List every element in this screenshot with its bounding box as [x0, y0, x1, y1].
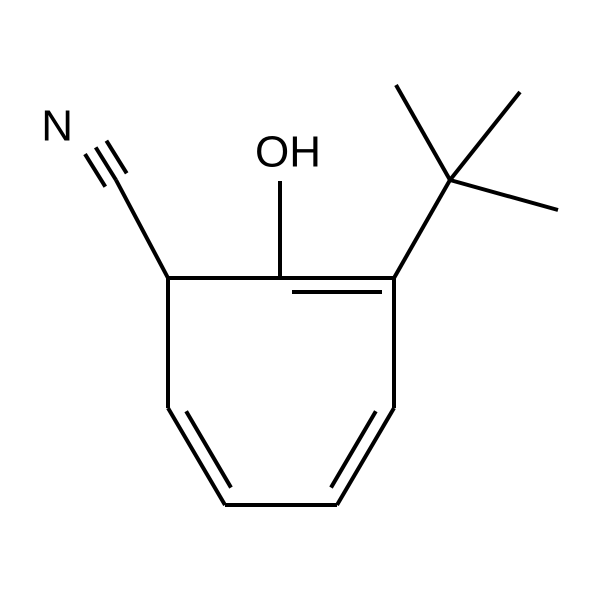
molecule-diagram: N OH [0, 0, 600, 600]
atom-label-n: N [41, 102, 73, 151]
atom-label-o: OH [255, 128, 321, 177]
